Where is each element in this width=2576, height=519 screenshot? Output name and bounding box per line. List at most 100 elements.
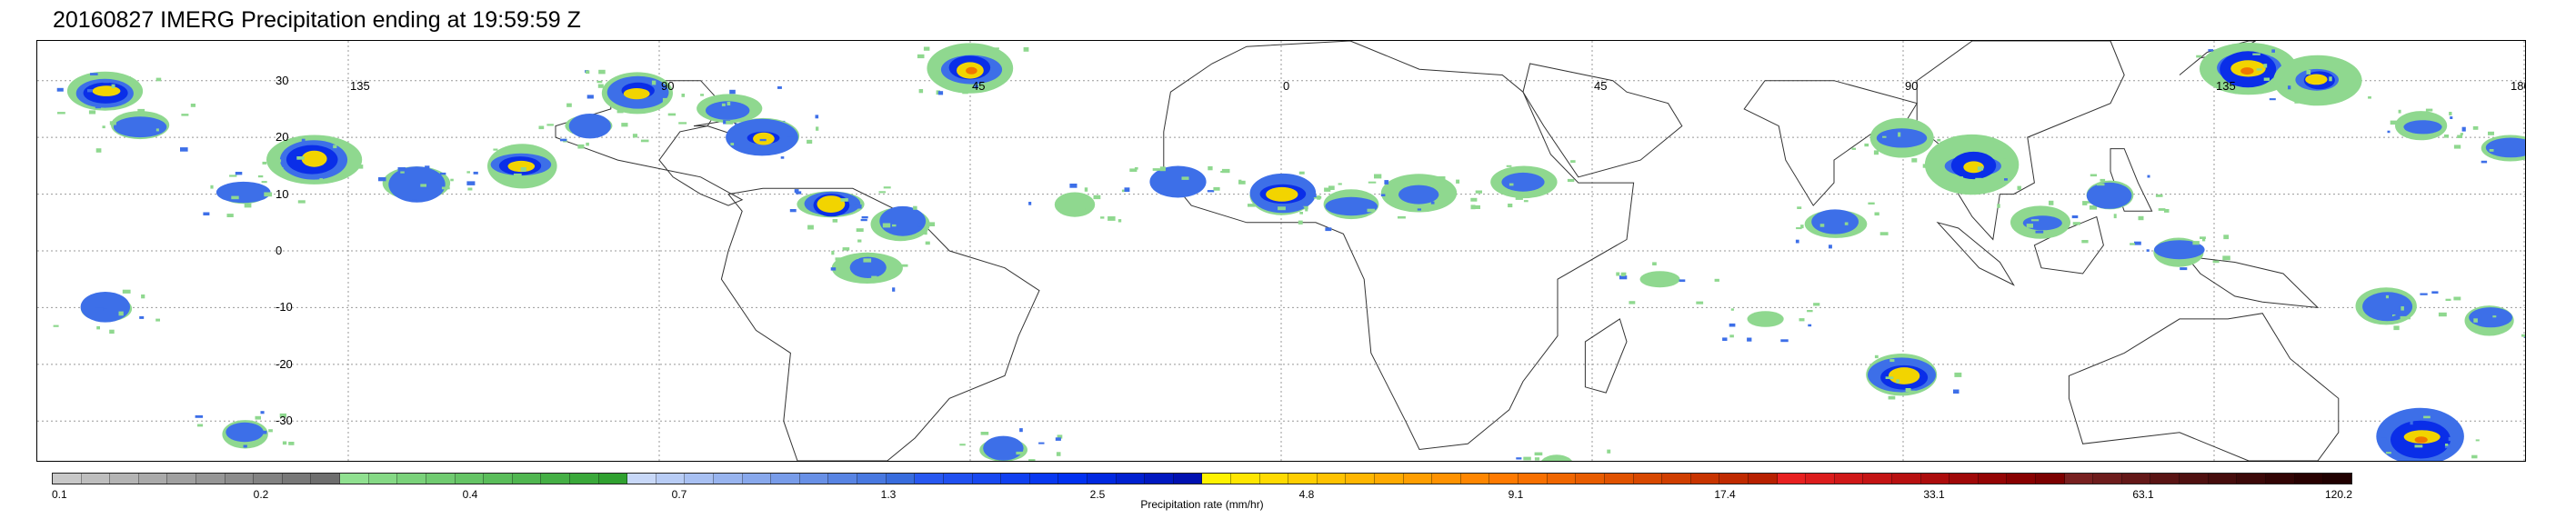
precipitation-speck xyxy=(759,138,767,142)
precipitation-speck xyxy=(2481,160,2488,164)
precipitation-speck xyxy=(2138,215,2144,221)
precipitation-speck xyxy=(181,114,189,116)
precipitation-speck xyxy=(780,156,785,159)
precipitation-speck xyxy=(2403,316,2411,320)
colorbar-swatch xyxy=(1173,474,1203,484)
colorbar-swatch xyxy=(799,474,829,484)
precipitation-speck xyxy=(1975,177,1982,181)
colorbar-swatch xyxy=(1719,474,1749,484)
precipitation-speck xyxy=(467,187,473,191)
precipitation-speck xyxy=(681,94,686,97)
precipitation-speck xyxy=(2471,454,2478,459)
colorbar-swatch xyxy=(1777,474,1807,484)
precipitation-speck xyxy=(2368,96,2371,99)
colorbar-swatch xyxy=(196,474,226,484)
precipitation-speck xyxy=(1902,393,1909,396)
precipitation-speck xyxy=(2423,415,2431,419)
precipitation-speck xyxy=(1296,206,1305,209)
precipitation-speck xyxy=(632,134,637,138)
longitude-label: 0 xyxy=(1283,78,1290,93)
precipitation-speck xyxy=(1181,176,1189,180)
precipitation-cells xyxy=(53,42,2525,461)
precipitation-speck xyxy=(585,70,590,75)
coastline xyxy=(1743,80,1918,206)
precipitation-speck xyxy=(747,145,754,149)
precipitation-speck xyxy=(1652,262,1657,265)
precipitation-speck xyxy=(2270,53,2274,57)
colorbar-swatch xyxy=(1001,474,1030,484)
precipitation-speck xyxy=(892,287,896,292)
precipitation-speck xyxy=(1910,390,1916,394)
precipitation-speck xyxy=(505,146,509,149)
precipitation-speck xyxy=(586,95,594,99)
precipitation-speck xyxy=(1100,216,1105,219)
colorbar-swatch xyxy=(828,474,858,484)
precipitation-speck xyxy=(1937,138,1941,142)
colorbar-tick-label: 9.1 xyxy=(1508,488,1524,501)
precipitation-speck xyxy=(2445,444,2449,446)
precipitation-speck xyxy=(520,167,526,172)
precipitation-speck xyxy=(155,318,160,322)
precipitation-speck xyxy=(2449,112,2452,115)
precipitation-speck xyxy=(2438,312,2447,317)
precipitation-cell xyxy=(1501,172,1545,192)
precipitation-speck xyxy=(662,97,668,103)
precipitation-cell xyxy=(216,181,271,204)
precipitation-speck xyxy=(918,89,924,94)
precipitation-speck xyxy=(2200,236,2206,239)
precipitation-speck xyxy=(1248,204,1256,207)
precipitation-speck xyxy=(856,228,864,232)
colorbar-swatch xyxy=(397,474,426,484)
precipitation-speck xyxy=(1570,160,1576,164)
coastline xyxy=(2179,41,2256,75)
colorbar-swatch xyxy=(541,474,570,484)
precipitation-speck xyxy=(1134,167,1138,170)
precipitation-speck xyxy=(726,120,734,125)
precipitation-speck xyxy=(2410,420,2413,425)
precipitation-speck xyxy=(1896,379,1899,384)
precipitation-speck xyxy=(2457,135,2463,138)
precipitation-speck xyxy=(2445,298,2451,301)
precipitation-speck xyxy=(378,177,386,182)
precipitation-speck xyxy=(1629,301,1636,304)
precipitation-speck xyxy=(231,195,239,200)
precipitation-speck xyxy=(1534,452,1543,456)
precipitation-cell xyxy=(113,116,167,138)
precipitation-speck xyxy=(917,54,925,59)
precipitation-speck xyxy=(244,203,252,208)
precipitation-speck xyxy=(2147,175,2150,178)
precipitation-speck xyxy=(1129,168,1138,172)
precipitation-speck xyxy=(1898,132,1901,137)
precipitation-speck xyxy=(939,53,946,55)
precipitation-speck xyxy=(847,258,853,262)
precipitation-speck xyxy=(1868,202,1875,205)
precipitation-speck xyxy=(262,161,267,165)
precipitation-speck xyxy=(892,224,897,227)
precipitation-cell xyxy=(1639,271,1680,288)
colorbar-swatch xyxy=(254,474,283,484)
precipitation-speck xyxy=(1470,197,1478,202)
precipitation-speck xyxy=(520,147,523,151)
precipitation-speck xyxy=(1325,227,1332,232)
precipitation-speck xyxy=(1220,171,1227,173)
precipitation-speck xyxy=(2164,209,2170,213)
precipitation-speck xyxy=(1121,189,1127,193)
precipitation-speck xyxy=(640,139,649,143)
map-title: 20160827 IMERG Precipitation ending at 1… xyxy=(53,7,581,33)
precipitation-cell xyxy=(1811,209,1859,235)
colorbar-swatch xyxy=(2121,474,2151,484)
precipitation-speck xyxy=(721,103,726,106)
precipitation-speck xyxy=(2158,208,2166,211)
precipitation-speck xyxy=(1118,219,1122,223)
colorbar-tick-label: 0.2 xyxy=(253,488,269,501)
precipitation-speck xyxy=(2212,260,2220,264)
colorbar-swatch xyxy=(1547,474,1577,484)
precipitation-speck xyxy=(1019,428,1023,433)
longitude-label: 90 xyxy=(1905,78,1919,93)
precipitation-speck xyxy=(125,76,131,80)
colorbar-swatch xyxy=(1403,474,1433,484)
precipitation-speck xyxy=(2521,334,2525,337)
precipitation-speck xyxy=(95,148,102,153)
precipitation-speck xyxy=(2393,325,2400,331)
precipitation-speck xyxy=(1016,451,1023,455)
